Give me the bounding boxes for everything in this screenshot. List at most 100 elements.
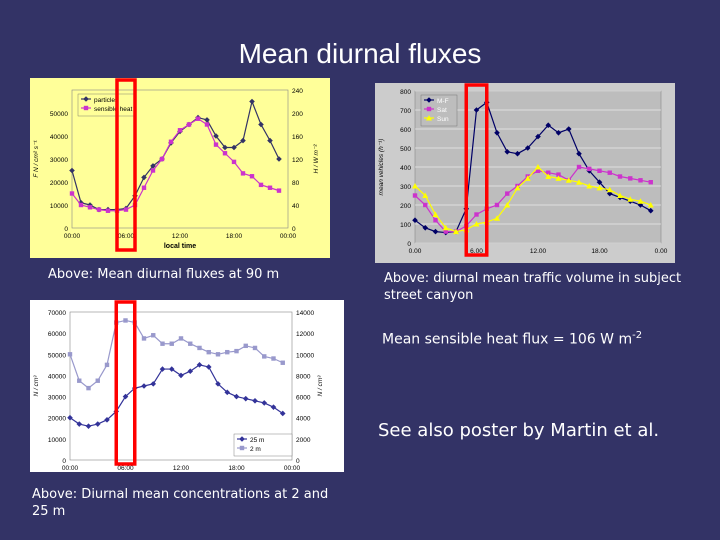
fluxes-data-point: [267, 137, 273, 144]
fluxes-y-tick-right: 160: [292, 134, 303, 141]
concentrations-chart-svg: 0 10000 20000 30000 40000 50000 60000 70000 0 200…: [30, 300, 344, 472]
concentrations-y-tick-right: 0: [296, 458, 300, 465]
fluxes-data-point: [78, 199, 84, 206]
traffic-highlight-box: [464, 83, 489, 257]
concentrations-y-tick-right: 6000: [296, 395, 311, 402]
concentrations-data-point: [279, 410, 286, 417]
traffic-data-point: [596, 184, 603, 191]
fluxes-y-tick-right: 40: [292, 203, 300, 210]
traffic-data-point: [576, 179, 582, 185]
fluxes-legend-marker: [83, 96, 89, 102]
traffic-data-point: [565, 177, 572, 183]
fluxes-y-label-left: F N / cm² s⁻¹: [33, 140, 40, 178]
fluxes-data-point: [267, 185, 273, 190]
traffic-chart-svg: 0 100 200 300 400 500 600 700 800 0.00 6.00 12.00 18…: [375, 83, 675, 263]
concentrations-data-point: [151, 333, 156, 338]
traffic-data-point: [443, 229, 448, 234]
traffic-data-point: [648, 180, 653, 185]
concentrations-data-point: [169, 341, 174, 346]
fluxes-data-point: [249, 174, 255, 179]
fluxes-data-point: [231, 159, 237, 165]
concentrations-y-tick-left: 10000: [48, 437, 66, 444]
concentrations-y-tick-right: 8000: [296, 373, 311, 380]
fluxes-data-point: [195, 116, 201, 121]
fluxes-y-tick-left: 40000: [50, 134, 68, 141]
slide-title: Mean diurnal fluxes: [238, 38, 482, 69]
concentrations-x-tick: 18:00: [228, 465, 245, 472]
concentrations-data-point: [67, 352, 73, 357]
concentrations-data-point: [77, 378, 82, 383]
traffic-data-point: [637, 198, 644, 204]
traffic-data-point: [494, 202, 500, 208]
concentrations-legend-box: [233, 433, 293, 457]
concentrations-data-point: [280, 360, 285, 365]
traffic-y-tick-left: 200: [400, 203, 411, 210]
fluxes-data-point: [150, 168, 156, 173]
concentrations-y-tick-left: 40000: [48, 373, 66, 380]
traffic-x-tick: 0.00: [655, 248, 668, 255]
fluxes-data-point: [69, 191, 75, 196]
fluxes-x-tick: 00:00: [280, 233, 297, 240]
traffic-y-tick-left: 500: [400, 146, 411, 153]
concentrations-y-tick-left: 30000: [48, 395, 66, 402]
traffic-legend-label: M-F: [437, 98, 449, 105]
concentrations-data-point: [95, 378, 100, 383]
traffic-data-point: [606, 186, 613, 193]
traffic-data-point: [545, 173, 552, 179]
chart-concentrations: 0 10000 20000 30000 40000 50000 60000 70000 0 200…: [30, 300, 344, 472]
concentrations-y-label-right: N / cm³: [317, 375, 324, 397]
traffic-data-point: [597, 168, 602, 173]
fluxes-highlight-box: [115, 78, 137, 252]
heat-flux-exponent: -2: [632, 330, 643, 341]
concentrations-data-point: [160, 341, 165, 346]
concentrations-x-tick: 06:00: [117, 465, 134, 472]
concentrations-x-tick: 00:00: [284, 465, 301, 472]
fluxes-y-tick-right: 240: [292, 88, 303, 95]
traffic-data-point: [607, 170, 612, 175]
concentrations-data-point: [215, 352, 221, 357]
concentrations-data-point: [270, 404, 277, 410]
traffic-x-tick: 0.00: [409, 248, 422, 255]
concentrations-legend-marker: [239, 436, 245, 442]
traffic-x-tick: 18.00: [591, 248, 608, 255]
traffic-y-tick-left: 100: [400, 222, 411, 229]
traffic-data-point: [524, 175, 531, 181]
traffic-data-point: [473, 221, 480, 227]
concentrations-data-point: [206, 349, 211, 355]
concentrations-y-tick-right: 14000: [296, 310, 314, 317]
traffic-data-point: [504, 202, 511, 208]
traffic-data-point: [627, 196, 634, 202]
heat-flux-note: Mean sensible heat flux = 106 W m-2: [382, 330, 642, 348]
concentrations-data-point: [188, 341, 193, 346]
traffic-y-tick-left: 600: [400, 127, 411, 134]
fluxes-y-tick-left: 30000: [50, 157, 68, 164]
concentrations-data-point: [252, 345, 258, 351]
fluxes-data-point: [105, 208, 111, 213]
traffic-x-tick: 6.00: [470, 248, 483, 255]
fluxes-data-point: [204, 122, 210, 127]
fluxes-y-tick-right: 0: [292, 226, 296, 233]
traffic-data-point: [586, 183, 593, 189]
traffic-data-point: [412, 217, 418, 223]
fluxes-data-point: [222, 144, 228, 151]
fluxes-legend-label: sensible heat: [94, 106, 132, 113]
traffic-legend-label: Sun: [437, 116, 449, 123]
fluxes-data-point: [240, 137, 246, 144]
traffic-data-point: [432, 211, 439, 217]
concentrations-data-point: [243, 343, 248, 349]
fluxes-data-point: [177, 128, 183, 133]
concentrations-x-tick: 00:00: [62, 465, 79, 472]
fluxes-data-point: [123, 207, 129, 212]
fluxes-x-tick: 18:00: [226, 233, 243, 240]
fluxes-data-point: [168, 139, 174, 144]
fluxes-y-tick-right: 200: [292, 111, 303, 118]
concentrations-y-tick-right: 10000: [296, 352, 314, 359]
traffic-data-point: [647, 202, 654, 208]
fluxes-data-point: [213, 142, 219, 147]
traffic-data-point: [617, 192, 623, 198]
fluxes-data-point: [258, 182, 264, 188]
fluxes-data-point: [276, 188, 282, 193]
caption-concentrations: Above: Diurnal mean concentrations at 2 …: [32, 487, 329, 519]
concentrations-data-point: [196, 362, 203, 368]
traffic-data-point: [412, 183, 418, 189]
